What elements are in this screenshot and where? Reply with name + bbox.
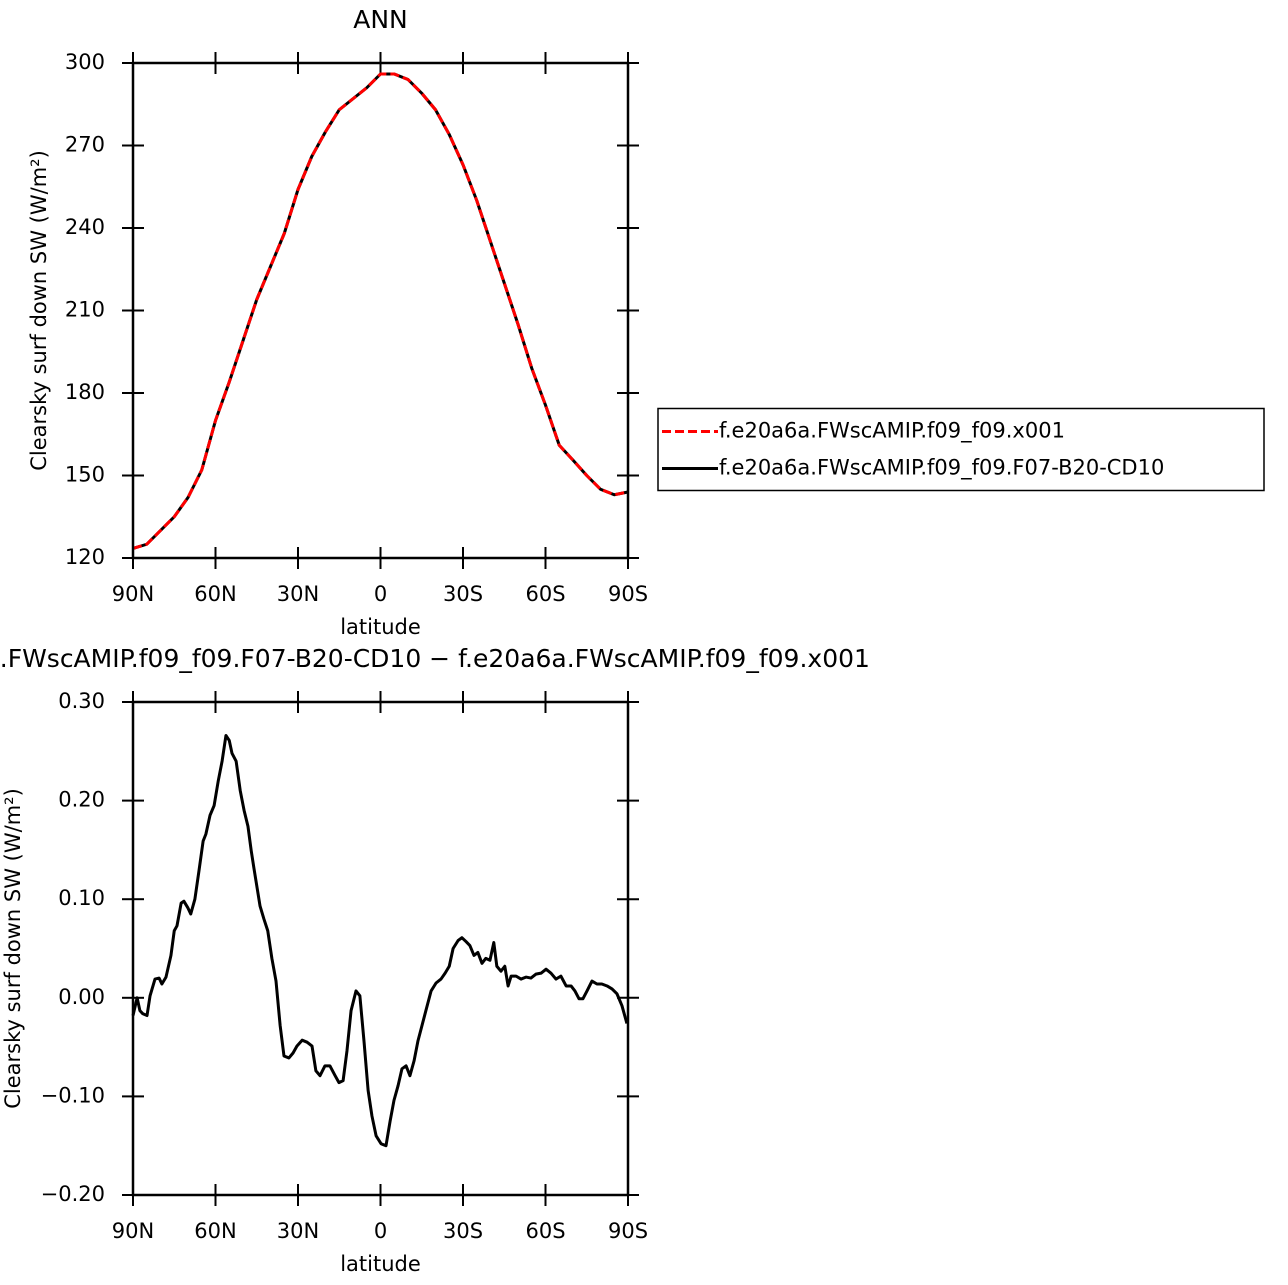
y-tick-label: 240 <box>65 215 105 239</box>
x-tick-label: 60S <box>525 582 565 606</box>
data-line <box>131 734 629 1148</box>
y-tick-label: 0.20 <box>58 788 105 812</box>
chart-title: ANN <box>353 5 408 34</box>
legend-label: f.e20a6a.FWscAMIP.f09_f09.F07-B20-CD10 <box>719 456 1164 481</box>
x-tick-label: 0 <box>374 1219 387 1243</box>
y-tick-label: 0.00 <box>58 985 105 1009</box>
chart-title: f.e20a6a.FWscAMIP.f09_f09.F07-B20-CD10 −… <box>0 644 870 673</box>
plot-frame <box>131 61 630 560</box>
y-tick-label: 300 <box>65 50 105 74</box>
data-line <box>132 72 629 550</box>
legend-label: f.e20a6a.FWscAMIP.f09_f09.x001 <box>719 419 1065 444</box>
x-tick-label: 60N <box>194 1219 236 1243</box>
y-tick-label: 270 <box>65 133 105 157</box>
x-tick-label: 0 <box>374 582 387 606</box>
legend: f.e20a6a.FWscAMIP.f09_f09.x001 f.e20a6a.F… <box>657 407 1265 492</box>
x-tick-label: 90S <box>608 1219 648 1243</box>
x-tick-label: 90N <box>112 1219 154 1243</box>
x-tick-label: 30N <box>277 582 319 606</box>
x-axis-label: latitude <box>340 615 421 639</box>
y-tick-label: 0.10 <box>58 886 105 910</box>
x-tick-label: 30N <box>277 1219 319 1243</box>
legend-box <box>657 407 1265 492</box>
y-tick-label: 0.30 <box>58 689 105 713</box>
x-tick-label: 90S <box>608 582 648 606</box>
plot-frame <box>131 700 630 1197</box>
y-tick-label: 180 <box>65 380 105 404</box>
y-axis-label: Clearsky surf down SW (W/m²) <box>27 150 51 471</box>
x-tick-label: 60N <box>194 582 236 606</box>
y-tick-label: −0.10 <box>41 1083 105 1107</box>
x-tick-label: 30S <box>443 1219 483 1243</box>
y-tick-label: −0.20 <box>41 1182 105 1206</box>
x-tick-label: 60S <box>525 1219 565 1243</box>
y-tick-label: 210 <box>65 298 105 322</box>
y-axis-label: Clearsky surf down SW (W/m²) <box>1 788 25 1109</box>
data-line <box>132 72 629 550</box>
x-tick-label: 90N <box>112 582 154 606</box>
y-tick-label: 150 <box>65 463 105 487</box>
x-axis-label: latitude <box>340 1252 421 1276</box>
x-tick-label: 30S <box>443 582 483 606</box>
y-tick-label: 120 <box>65 545 105 569</box>
